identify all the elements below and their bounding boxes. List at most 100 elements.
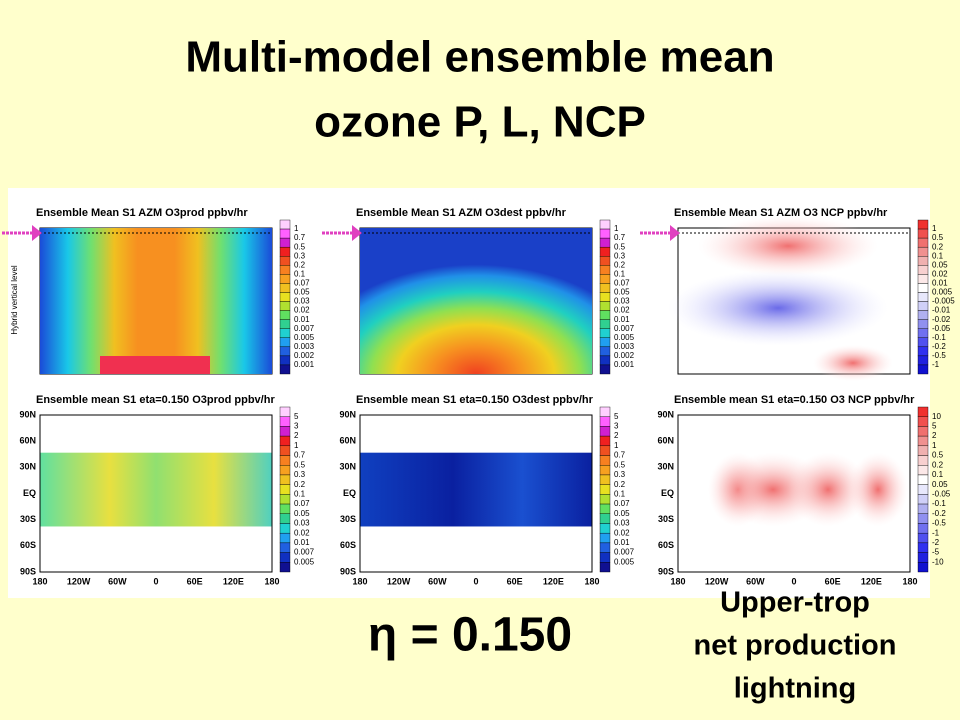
- colorbar-label: 0.02: [932, 269, 948, 278]
- colorbar-box: [599, 256, 611, 266]
- colorbar-label: 0.2: [932, 242, 944, 251]
- lon-label: 180: [264, 576, 279, 586]
- colorbar-label: 0.1: [614, 489, 626, 498]
- lon-label: 0: [473, 576, 478, 586]
- colorbar-box: [917, 256, 929, 266]
- colorbar-label: -1: [932, 360, 940, 369]
- colorbar-box: [599, 523, 611, 534]
- colorbar-label: -0.005: [932, 297, 955, 306]
- colorbar-box: [279, 406, 291, 417]
- colorbar-label: 0.07: [614, 499, 630, 508]
- colorbar-box: [599, 435, 611, 447]
- colorbar-label: 0.005: [614, 557, 635, 566]
- colorbar-label: 0.02: [614, 528, 630, 537]
- panel-title: Ensemble Mean S1 AZM O3prod ppbv/hr: [36, 207, 248, 219]
- colorbar-label: 0.001: [294, 360, 315, 369]
- colorbar-label: -0.2: [932, 342, 946, 351]
- panel-title: Ensemble mean S1 eta=0.150 O3dest ppbv/h…: [356, 394, 594, 406]
- plot-frame: [39, 414, 273, 573]
- colorbar-label: 0.005: [614, 333, 635, 342]
- colorbar-label: 0.5: [294, 242, 306, 251]
- lon-label: 60W: [746, 576, 765, 586]
- colorbar-box: [917, 552, 929, 563]
- colorbar-box: [279, 219, 291, 230]
- lat-label: EQ: [343, 488, 356, 498]
- colorbar-label: 0.5: [932, 451, 944, 460]
- colorbar-box: [917, 562, 929, 573]
- colorbar-box: [279, 228, 291, 239]
- lon-label: 120E: [861, 576, 882, 586]
- colorbar-box: [279, 337, 291, 348]
- lon-label: 120E: [543, 576, 564, 586]
- field: [100, 356, 210, 374]
- colorbar-box: [599, 219, 611, 230]
- colorbar-box: [917, 310, 929, 320]
- colorbar-box: [599, 328, 611, 338]
- colorbar-label: 0.007: [294, 324, 315, 333]
- panel-title: Ensemble Mean S1 AZM O3dest ppbv/hr: [356, 207, 567, 219]
- colorbar-box: [917, 513, 929, 524]
- lon-label: 180: [670, 576, 685, 586]
- colorbar-label: 0.2: [294, 480, 306, 489]
- colorbar-box: [917, 484, 929, 495]
- colorbar-box: [917, 283, 929, 293]
- colorbar-box: [917, 337, 929, 348]
- panels: Ensemble Mean S1 AZM O3prod ppbv/hr10.70…: [2, 207, 955, 586]
- colorbar-box: [599, 265, 611, 275]
- colorbar-label: -0.5: [932, 351, 946, 360]
- colorbar-box: [917, 364, 929, 375]
- lon-label: 0: [791, 576, 796, 586]
- title-line: ozone P, L, NCP: [314, 98, 646, 147]
- colorbar-label: 10: [932, 412, 941, 421]
- colorbar-box: [917, 455, 929, 466]
- lat-label: 30N: [19, 462, 36, 472]
- colorbar-box: [279, 274, 291, 284]
- colorbar-label: 0.007: [294, 548, 315, 557]
- colorbar-box: [279, 416, 291, 427]
- title-line: Multi-model ensemble mean: [185, 33, 774, 82]
- colorbar-box: [599, 292, 611, 302]
- colorbar-label: -0.2: [932, 509, 946, 518]
- colorbar-box: [599, 237, 611, 248]
- colorbar-label: 0.005: [294, 333, 315, 342]
- colorbar-label: 0.7: [614, 233, 626, 242]
- colorbar-box: [917, 532, 929, 544]
- colorbar-box: [917, 246, 929, 257]
- colorbar-box: [599, 364, 611, 375]
- colorbar-label: 0.07: [294, 279, 310, 288]
- colorbar-label: 0.01: [294, 538, 310, 547]
- colorbar-box: [279, 256, 291, 266]
- colorbar-label: 3: [294, 422, 299, 431]
- field: [848, 452, 908, 527]
- lon-label: 60E: [187, 576, 203, 586]
- colorbar-label: 0.3: [614, 470, 626, 479]
- lon-label: 180: [584, 576, 599, 586]
- lat-label: 30N: [657, 462, 674, 472]
- colorbar-label: 0.03: [614, 519, 630, 528]
- colorbar-box: [917, 219, 929, 230]
- colorbar-label: 0.05: [294, 288, 310, 297]
- colorbar-box: [279, 246, 291, 257]
- colorbar-label: -0.05: [932, 489, 951, 498]
- colorbar-box: [279, 426, 291, 437]
- lon-label: 120E: [223, 576, 244, 586]
- colorbar-label: 1: [614, 224, 619, 233]
- colorbar-label: 0.7: [614, 451, 626, 460]
- colorbar-box: [279, 542, 291, 553]
- colorbar-box: [917, 416, 929, 427]
- eta-label: η = 0.150: [368, 609, 572, 662]
- colorbar-label: 1: [294, 224, 299, 233]
- field: [360, 452, 592, 527]
- lon-label: 60W: [108, 576, 127, 586]
- colorbar-box: [279, 328, 291, 338]
- lon-label: 60E: [825, 576, 841, 586]
- lat-label: 90N: [19, 409, 36, 419]
- colorbar-box: [279, 310, 291, 320]
- colorbar-box: [917, 265, 929, 275]
- colorbar-label: -0.05: [932, 324, 951, 333]
- lat-label: 60S: [658, 540, 674, 550]
- colorbar-label: 0.005: [932, 288, 953, 297]
- lat-label: 60N: [339, 436, 356, 446]
- colorbar-label: 0.2: [932, 460, 944, 469]
- colorbar-label: 0.02: [294, 306, 310, 315]
